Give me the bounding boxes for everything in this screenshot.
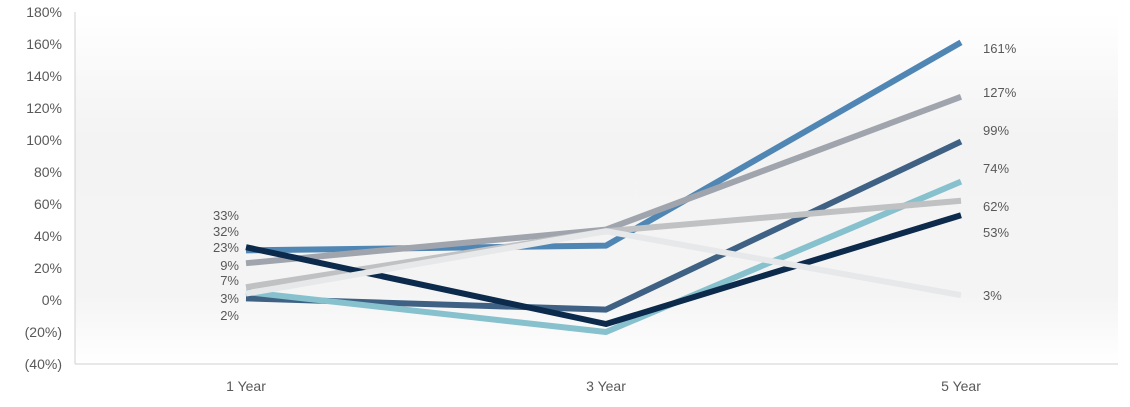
series-line-1 — [245, 39, 963, 254]
x-axis-ticks: 1 Year 3 Year 5 Year — [226, 378, 981, 394]
y-axis-ticks: 180% 160% 140% 120% 100% 80% 60% 40% 20% 0% (20%) (… — [25, 4, 62, 372]
series-line-3 — [245, 138, 963, 313]
y-tick-label: 0% — [42, 292, 62, 308]
y-tick-label: (20%) — [25, 324, 62, 340]
data-label-1-year: 3% — [220, 291, 239, 306]
data-label-5-year: 127% — [983, 85, 1017, 100]
y-tick-label: 60% — [34, 196, 62, 212]
x-tick-label: 5 Year — [941, 378, 981, 394]
y-tick-label: 20% — [34, 260, 62, 276]
x-tick-label: 1 Year — [226, 378, 266, 394]
series-line-4 — [245, 178, 963, 335]
start-labels: 33%32%23% 9%7% 3% 2% — [213, 208, 239, 323]
series-lines — [245, 39, 963, 335]
series-line-7 — [245, 228, 962, 299]
y-tick-label: 140% — [26, 68, 62, 84]
data-label-1-year: 32% — [213, 224, 239, 239]
y-tick-label: 120% — [26, 100, 62, 116]
data-label-1-year: 33% — [213, 208, 239, 223]
x-tick-label: 3 Year — [586, 378, 626, 394]
data-label-5-year: 99% — [983, 123, 1009, 138]
data-label-1-year: 7% — [220, 273, 239, 288]
y-tick-label: 180% — [26, 4, 62, 20]
end-labels: 161% 127% 99% 74% 62% 53% 3% — [983, 41, 1017, 303]
data-label-5-year: 161% — [983, 41, 1017, 56]
y-tick-label: (40%) — [25, 356, 62, 372]
data-label-5-year: 3% — [983, 288, 1002, 303]
data-label-5-year: 74% — [983, 161, 1009, 176]
y-tick-label: 160% — [26, 36, 62, 52]
y-tick-label: 40% — [34, 228, 62, 244]
data-label-1-year: 2% — [220, 308, 239, 323]
data-label-1-year: 9% — [220, 258, 239, 273]
data-label-1-year: 23% — [213, 240, 239, 255]
data-label-5-year: 62% — [983, 199, 1009, 214]
y-tick-label: 100% — [26, 132, 62, 148]
data-label-5-year: 53% — [983, 225, 1009, 240]
y-tick-label: 80% — [34, 164, 62, 180]
